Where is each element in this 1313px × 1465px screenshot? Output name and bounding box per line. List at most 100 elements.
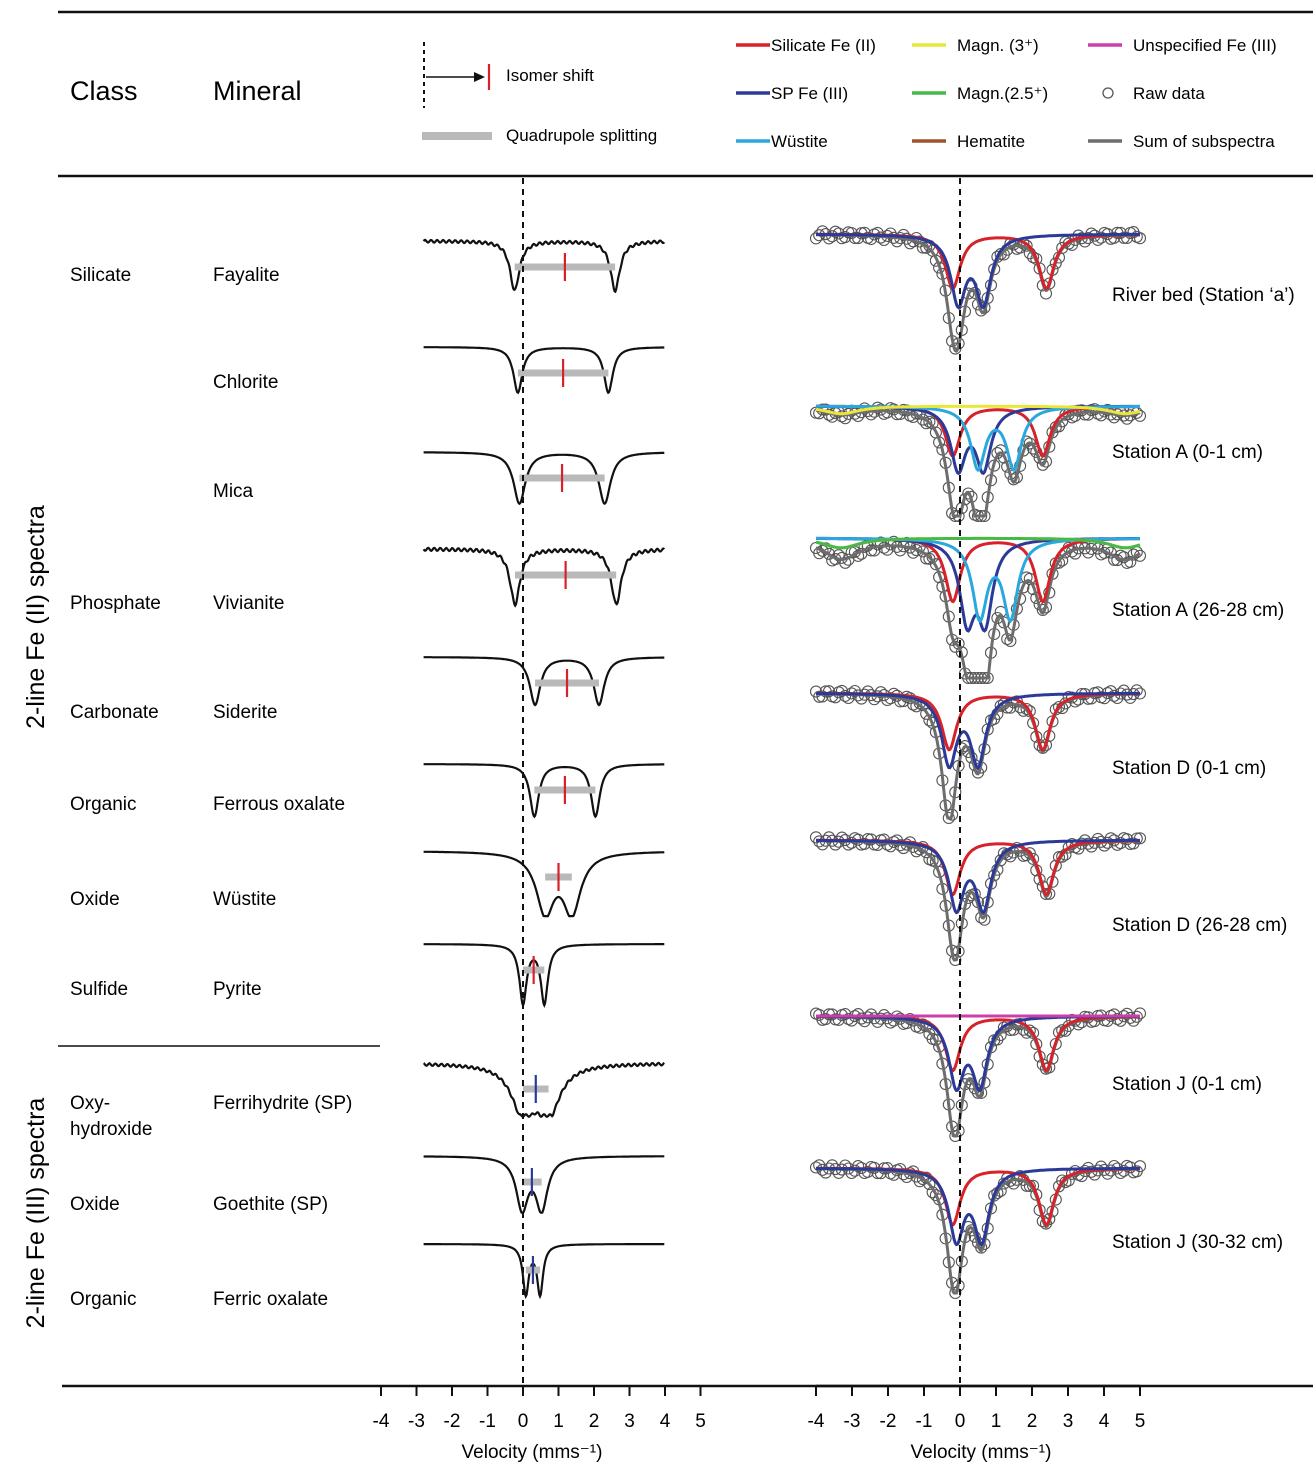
raw-data-point (1130, 684, 1143, 697)
reference-spectrum-line (423, 943, 665, 1008)
sample-spectrum: Station D (0-1 cm) (809, 684, 1266, 825)
reference-spectrum-line (422, 546, 666, 608)
raw-data-point (1039, 887, 1053, 901)
raw-data-point (975, 1241, 988, 1254)
class-label: hydroxide (70, 1119, 152, 1140)
reference-row: Mica (213, 481, 254, 502)
right-tick-label: 4 (1099, 1411, 1110, 1432)
mineral-label: Siderite (213, 702, 277, 723)
mineral-label: Vivianite (213, 593, 284, 614)
left-x-axis-label: Velocity (mms⁻¹) (462, 1442, 603, 1463)
mineral-label: Ferric oxalate (213, 1289, 328, 1310)
raw-data-point (884, 227, 897, 240)
raw-data-point (835, 831, 848, 844)
class-label: Oxide (70, 1194, 120, 1215)
mineral-label: Chlorite (213, 372, 278, 393)
right-tick-label: 1 (991, 1411, 1002, 1432)
left-tick-label: 1 (553, 1411, 564, 1432)
legend-entry-magn25: Magn.(2.5⁺) (912, 84, 1048, 103)
raw-data-point (874, 686, 887, 699)
mineral-label: Ferrous oxalate (213, 794, 345, 815)
reference-row: Silicate Fayalite (70, 265, 280, 286)
legend-entry-unspec: Unspecified Fe (III) (1088, 36, 1277, 55)
sum-of-subspectra-line (816, 1015, 1140, 1138)
component-line-sp (816, 1166, 1140, 1247)
reference-row: Oxide Wüstite (70, 889, 276, 910)
reference-spectrum-line (422, 238, 666, 294)
raw-data-point (1004, 634, 1017, 648)
sum-of-subspectra-line (815, 408, 1141, 518)
sample-spectrum: Station J (30-32 cm) (809, 1159, 1283, 1300)
sample-label: Station J (0-1 cm) (1112, 1074, 1262, 1095)
right-tick-label: -3 (844, 1411, 861, 1432)
left-tick-label: -4 (373, 1411, 390, 1432)
left-tick-label: 0 (518, 1411, 529, 1432)
legend-label: Magn. (3⁺) (957, 36, 1039, 55)
mineral-label: Goethite (SP) (213, 1194, 328, 1215)
raw-data-point (1108, 1159, 1121, 1173)
legend-label: Wüstite (771, 132, 828, 151)
sum-of-subspectra-line (816, 1167, 1140, 1295)
left-tick-label: 5 (695, 1411, 706, 1432)
class-label: Carbonate (70, 702, 159, 723)
raw-data-point (1007, 473, 1020, 486)
raw-data-point (832, 549, 845, 562)
class-header: Class (70, 76, 138, 106)
reference-row: Oxy-hydroxide Ferrihydrite (SP) (70, 1093, 352, 1140)
sample-label: Station A (26-28 cm) (1112, 600, 1284, 621)
isomer-shift-key: Isomer shift (423, 42, 594, 108)
reference-row: Oxide Goethite (SP) (70, 1194, 328, 1215)
reference-row: Organic Ferric oxalate (70, 1289, 328, 1310)
component-line-sp (816, 232, 1140, 310)
reference-rows: Silicate Fayalite Chlorite Mica Phosphate Viv… (70, 265, 352, 1310)
component-line-magn25 (815, 536, 1141, 550)
raw-data-point (1133, 409, 1147, 422)
component-line-silicate (816, 691, 1140, 752)
quadrupole-key: Quadrupole splitting (422, 126, 657, 145)
raw-data-point (929, 1189, 942, 1202)
sample-label: Station D (0-1 cm) (1112, 758, 1266, 779)
legend-label: Hematite (957, 132, 1025, 151)
raw-data-point (822, 831, 836, 844)
right-tick-label: -4 (808, 1411, 825, 1432)
sample-spectra-panel: River bed (Station ‘a’) Station A (0-1 cm… (809, 225, 1295, 1300)
mineral-header: Mineral (213, 76, 302, 106)
left-tick-label: 3 (624, 1411, 635, 1432)
sample-spectrum: Station J (0-1 cm) (809, 1007, 1262, 1143)
reference-spectrum-line (423, 656, 665, 707)
raw-data-point (1133, 1007, 1147, 1020)
raw-data-point (861, 685, 874, 698)
sample-label: Station J (30-32 cm) (1112, 1232, 1283, 1253)
mineral-label: Mica (213, 481, 254, 502)
reference-row: Carbonate Siderite (70, 702, 277, 723)
class-label: Organic (70, 1289, 137, 1310)
raw-data-point (816, 225, 829, 238)
legend-entry-wustite: Wüstite (736, 132, 828, 151)
raw-data-point (1027, 852, 1040, 865)
left-tick-label: -2 (444, 1411, 461, 1432)
raw-data-point (1036, 603, 1049, 617)
class-label: Silicate (70, 265, 131, 286)
reference-spectrum-line (423, 451, 665, 506)
sample-spectrum: Station A (26-28 cm) (809, 535, 1284, 685)
fe3-group-label: 2-line Fe (III) spectra (22, 1098, 50, 1329)
class-label: Oxy- (70, 1093, 110, 1114)
raw-data-point (1133, 832, 1147, 845)
raw-data-point (848, 231, 861, 245)
right-tick-label: 3 (1063, 1411, 1074, 1432)
mineral-label: Wüstite (213, 889, 276, 910)
legend-entry-hematite: Hematite (912, 132, 1025, 151)
raw-data-point (910, 544, 923, 557)
raw-data-point (1124, 555, 1137, 568)
legend-label: Unspecified Fe (III) (1133, 36, 1277, 55)
raw-data-point (920, 707, 933, 720)
sum-of-subspectra-line (816, 692, 1140, 820)
class-label: Organic (70, 794, 137, 815)
raw-data-point (1030, 445, 1043, 459)
mineral-label: Pyrite (213, 979, 262, 1000)
reference-row: Organic Ferrous oxalate (70, 794, 345, 815)
left-tick-label: -3 (408, 1411, 425, 1432)
class-label: Oxide (70, 889, 120, 910)
reference-spectrum-line (423, 1155, 665, 1214)
